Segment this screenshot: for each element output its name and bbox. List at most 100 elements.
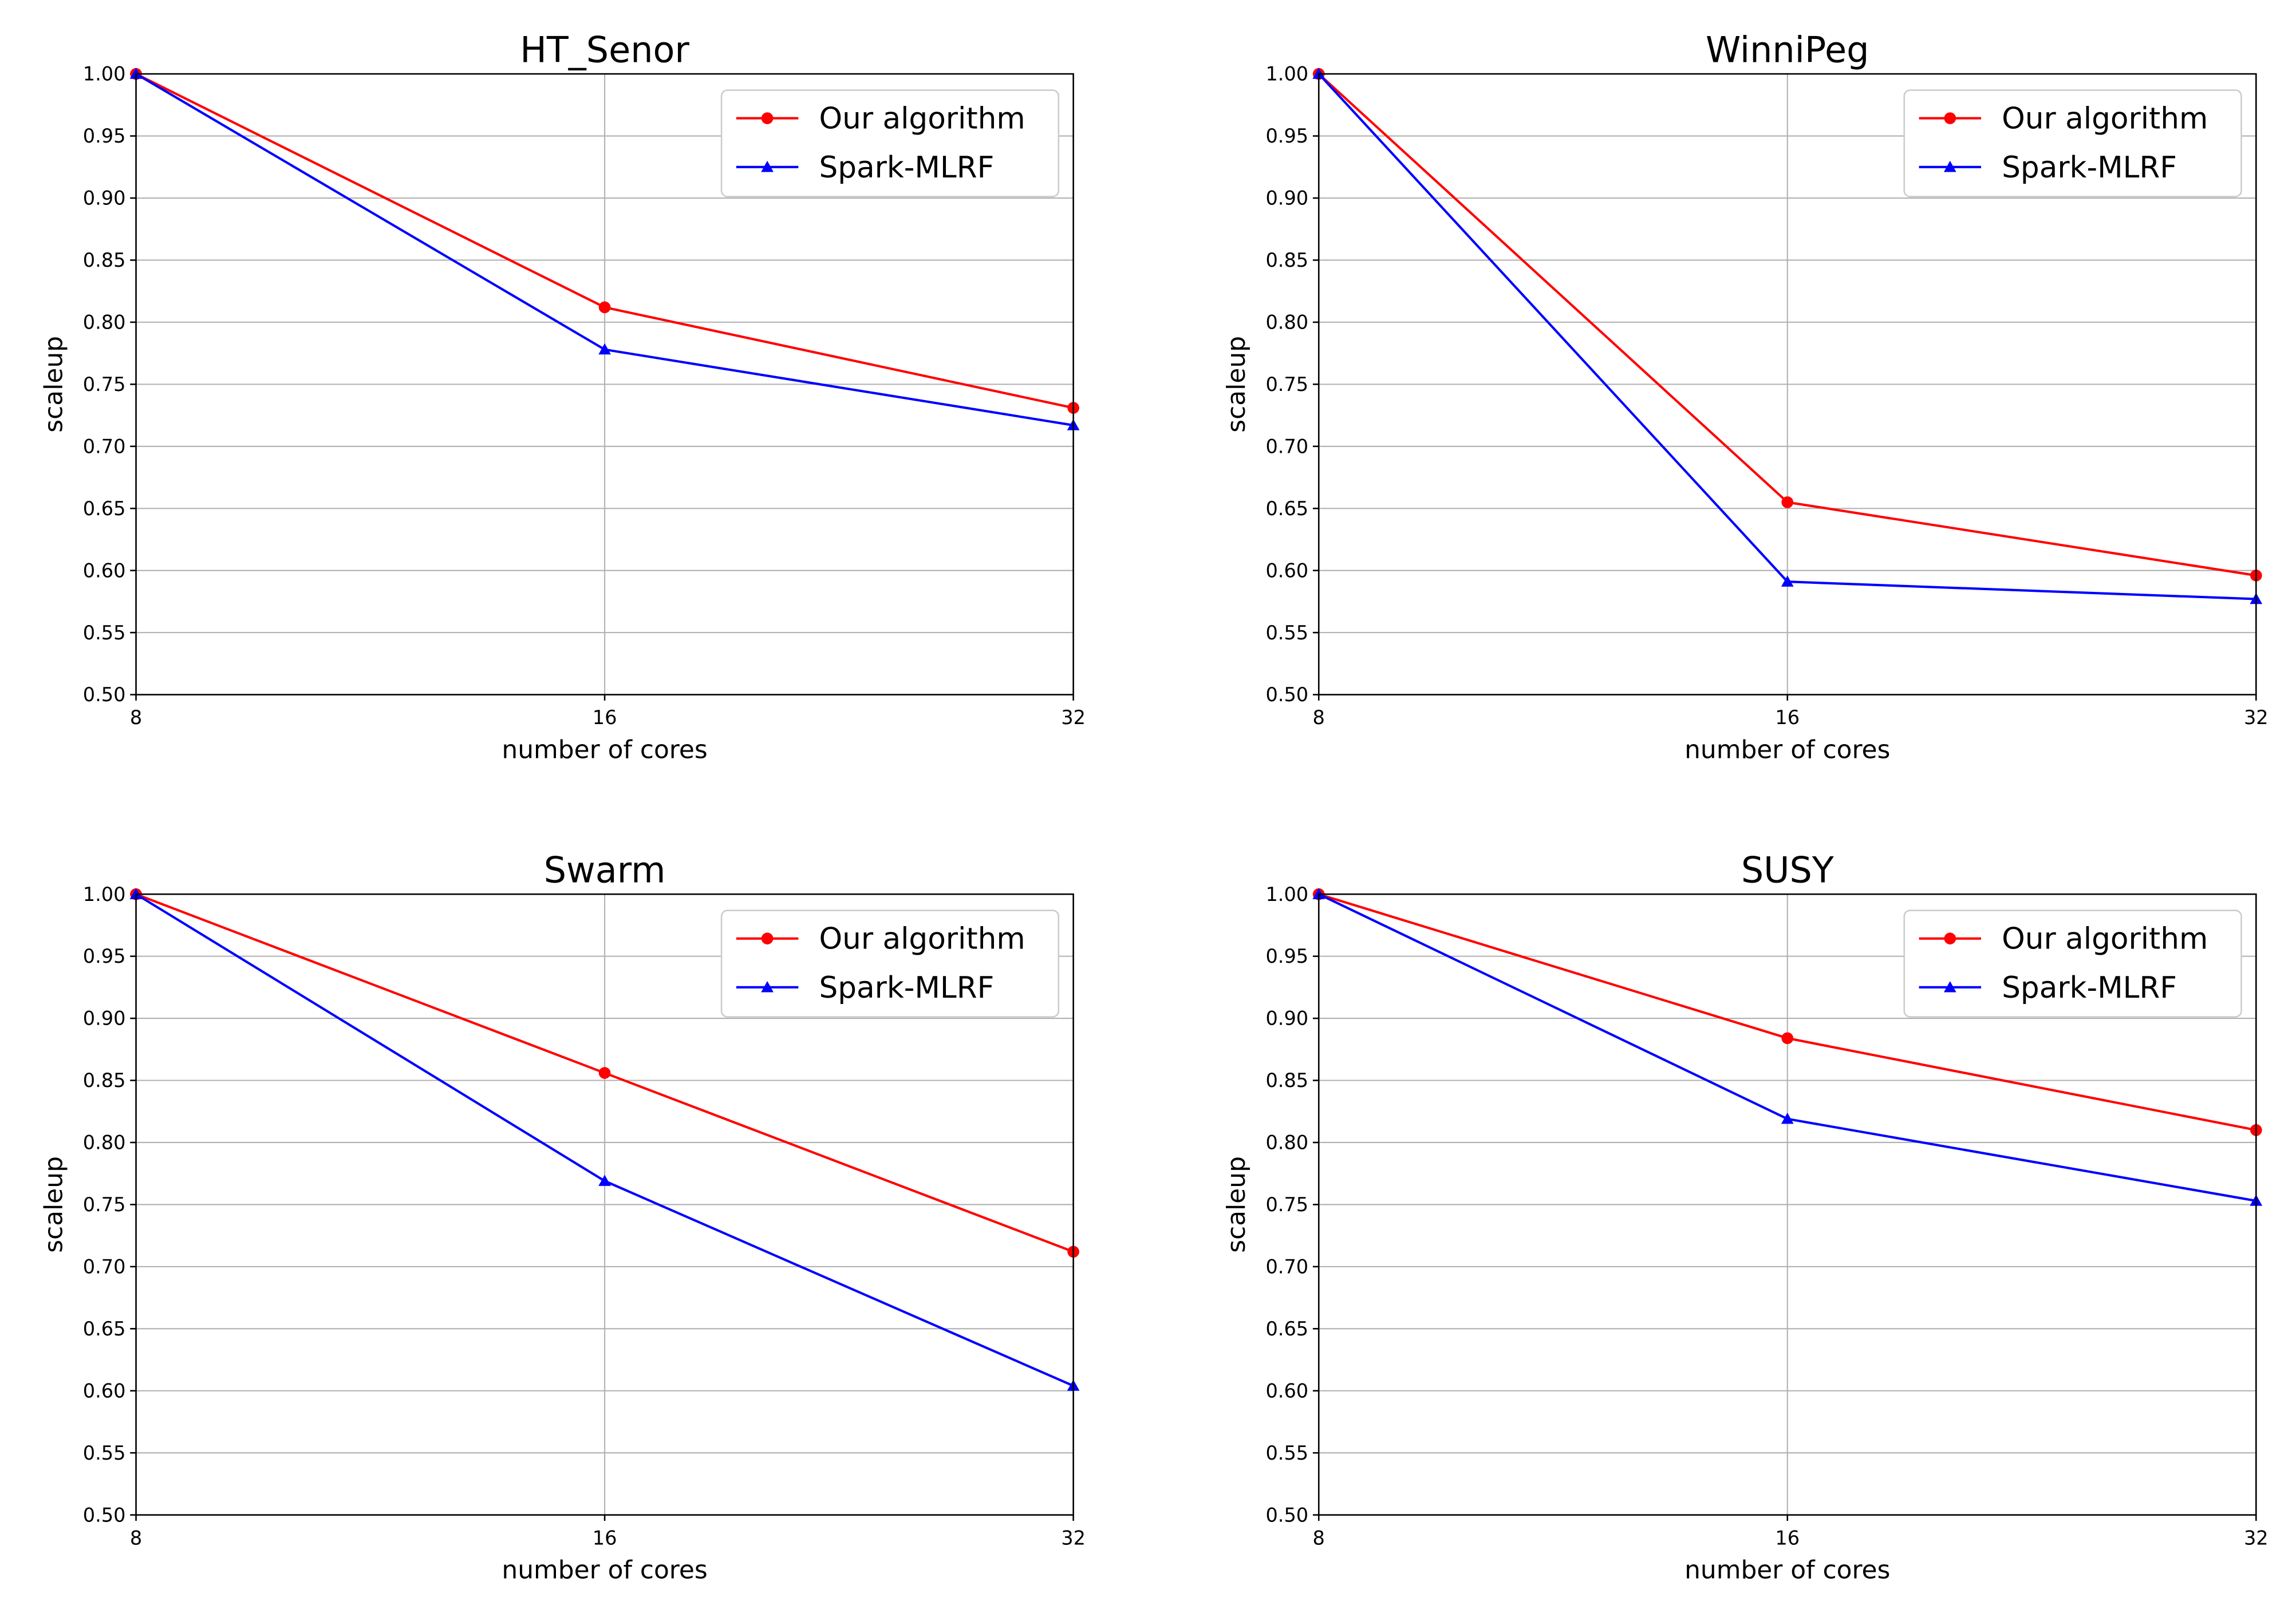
y-tick-label: 0.55 [83, 622, 126, 644]
y-tick-label: 1.00 [83, 63, 126, 85]
y-tick-label: 0.90 [83, 187, 126, 209]
y-tick-label: 1.00 [1265, 883, 1308, 906]
legend-label: Spark-MLRF [2002, 151, 2177, 185]
y-axis-label: scaleup [1222, 336, 1251, 433]
y-tick-label: 1.00 [83, 883, 126, 906]
y-tick-label: 0.85 [83, 249, 126, 271]
legend-marker-circle [761, 112, 774, 124]
legend: Our algorithm Spark-MLRF [1903, 89, 2242, 197]
chart-title: HT_Senor [520, 29, 689, 70]
legend-label: Spark-MLRF [819, 971, 994, 1005]
legend-marker-circle [1944, 112, 1956, 124]
chart-panel-4: 0.50 0.55 0.60 0.65 0.70 0.75 0.80 0.85 0.90 0.95… [1222, 849, 2268, 1585]
chart-title: Swarm [544, 849, 666, 891]
x-axis-label: number of cores [502, 1556, 707, 1585]
legend-box [720, 89, 1060, 197]
y-tick-label: 0.60 [1265, 559, 1308, 582]
chart-title: SUSY [1741, 849, 1834, 891]
chart-panel-3: 0.50 0.55 0.60 0.65 0.70 0.75 0.80 0.85 0.90 0.95… [39, 849, 1085, 1585]
legend-box [1903, 910, 2242, 1018]
legend-marker-triangle [1943, 981, 1956, 993]
legend: Our algorithm Spark-MLRF [1903, 910, 2242, 1018]
y-tick-label: 0.80 [1265, 1132, 1308, 1154]
y-tick-label: 0.50 [83, 1504, 126, 1526]
y-tick-label: 0.65 [1265, 1318, 1308, 1340]
chart-title: WinniPeg [1706, 29, 1869, 70]
y-tick-label: 0.55 [1265, 1442, 1308, 1464]
legend-marker-triangle [761, 160, 774, 172]
y-axis-label: scaleup [39, 1156, 68, 1253]
chart-panel-2: 0.50 0.55 0.60 0.65 0.70 0.75 0.80 0.85 0.90 0.95… [1222, 29, 2268, 764]
axes-frame [135, 73, 1074, 695]
data-point-our-algorithm [1781, 496, 1794, 508]
y-tick-label: 0.80 [83, 1132, 126, 1154]
data-point-our-algorithm [1781, 1032, 1794, 1045]
y-tick-label: 0.70 [83, 1255, 126, 1278]
y-axis-label: scaleup [1222, 1156, 1251, 1253]
y-tick-label: 0.90 [1265, 1007, 1308, 1030]
x-axis-label: number of cores [502, 736, 707, 765]
data-point-spark-mlrf [1781, 575, 1794, 587]
y-tick-label: 0.55 [1265, 622, 1308, 644]
x-tick-label: 16 [593, 1527, 617, 1549]
x-tick-label: 8 [1313, 706, 1325, 729]
y-tick-label: 0.85 [83, 1069, 126, 1092]
legend-label: Spark-MLRF [2002, 971, 2177, 1005]
x-tick-label: 8 [130, 1527, 142, 1549]
y-tick-label: 0.95 [1265, 125, 1308, 147]
data-point-our-algorithm [598, 301, 611, 314]
legend-label: Our algorithm [819, 922, 1025, 956]
x-axis-label: number of cores [1684, 1556, 1890, 1585]
x-tick-label: 32 [2244, 706, 2269, 729]
x-tick-label: 8 [130, 706, 142, 729]
y-tick-label: 0.95 [83, 945, 126, 967]
x-tick-label: 16 [1775, 1527, 1800, 1549]
legend: Our algorithm Spark-MLRF [720, 89, 1060, 197]
chart-panel-1: 0.50 0.55 0.60 0.65 0.70 0.75 0.80 0.85 0.90 0.95… [39, 29, 1085, 764]
data-point-our-algorithm [598, 1067, 611, 1079]
x-tick-label: 16 [593, 706, 617, 729]
data-point-spark-mlrf [1781, 1112, 1794, 1124]
x-tick-label: 32 [2244, 1527, 2269, 1549]
y-tick-label: 0.85 [1265, 1069, 1308, 1092]
legend-box [1903, 89, 2242, 197]
legend-label: Our algorithm [819, 102, 1025, 136]
y-tick-label: 0.55 [83, 1442, 126, 1464]
legend-label: Spark-MLRF [819, 151, 994, 185]
legend-box [720, 910, 1060, 1018]
y-tick-label: 0.70 [1265, 1255, 1308, 1278]
y-tick-label: 0.80 [1265, 311, 1308, 334]
legend-marker-triangle [1943, 160, 1956, 172]
y-tick-label: 0.95 [83, 125, 126, 147]
x-axis-label: number of cores [1684, 736, 1890, 765]
legend-label: Our algorithm [2002, 922, 2208, 956]
legend: Our algorithm Spark-MLRF [720, 910, 1060, 1018]
y-tick-label: 0.65 [83, 1318, 126, 1340]
y-tick-label: 0.50 [83, 683, 126, 706]
y-tick-label: 0.85 [1265, 249, 1308, 271]
y-tick-label: 0.60 [83, 559, 126, 582]
y-tick-label: 0.70 [1265, 435, 1308, 457]
y-tick-label: 0.60 [1265, 1379, 1308, 1402]
y-tick-label: 0.75 [83, 1193, 126, 1216]
axes-frame [135, 893, 1074, 1516]
y-tick-label: 1.00 [1265, 63, 1308, 85]
x-tick-label: 32 [1061, 1527, 1086, 1549]
y-axis-label: scaleup [39, 336, 68, 433]
data-point-spark-mlrf [598, 1175, 611, 1186]
y-tick-label: 0.90 [83, 1007, 126, 1030]
y-tick-label: 0.75 [1265, 373, 1308, 396]
x-tick-label: 32 [1061, 706, 1086, 729]
axes-frame [1317, 73, 2257, 695]
y-tick-label: 0.70 [83, 435, 126, 457]
data-point-spark-mlrf [598, 343, 611, 355]
y-tick-label: 0.65 [83, 497, 126, 520]
y-tick-label: 0.90 [1265, 187, 1308, 209]
y-tick-label: 0.75 [1265, 1193, 1308, 1216]
legend-marker-triangle [761, 981, 774, 993]
y-tick-label: 0.80 [83, 311, 126, 334]
y-tick-label: 0.50 [1265, 683, 1308, 706]
legend-marker-circle [1944, 932, 1956, 944]
legend-marker-circle [761, 932, 774, 944]
